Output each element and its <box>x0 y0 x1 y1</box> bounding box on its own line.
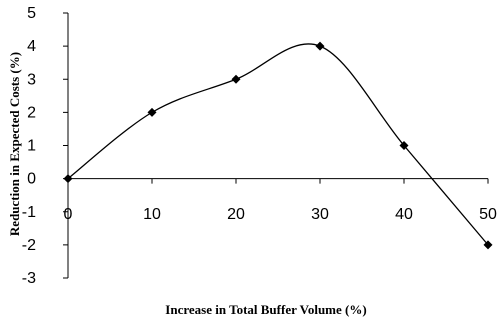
y-tick-label: -3 <box>22 270 36 287</box>
data-point <box>483 240 493 250</box>
y-tick-label: 4 <box>27 38 36 55</box>
x-tick-label: 50 <box>479 206 497 223</box>
data-point <box>63 174 73 184</box>
y-tick-label: -2 <box>22 237 36 254</box>
y-axis: 5 4 3 2 1 0 -1 -2 -3 <box>22 5 69 287</box>
x-tick-label: 40 <box>395 206 413 223</box>
data-point <box>315 41 325 51</box>
data-point <box>231 74 241 84</box>
x-tick-label: 20 <box>227 206 245 223</box>
x-tick-label: 0 <box>64 206 73 223</box>
y-tick-label: 1 <box>27 138 36 155</box>
y-tick-label: 5 <box>27 5 36 22</box>
y-tick-label: 3 <box>27 71 36 88</box>
data-point <box>147 107 157 117</box>
series-line <box>67 43 489 246</box>
x-tick-label: 30 <box>311 206 329 223</box>
x-tick-label: 10 <box>143 206 161 223</box>
x-axis-title: Increase in Total Buffer Volume (%) <box>165 302 366 317</box>
data-point <box>399 141 409 150</box>
y-tick-label: 0 <box>27 171 36 188</box>
x-axis: 0 10 20 30 40 50 <box>64 178 497 223</box>
y-axis-title: Reduction in Expected Costs (%) <box>7 52 22 236</box>
y-tick-label: -1 <box>22 204 36 221</box>
y-tick-label: 2 <box>27 104 36 121</box>
series-layer <box>63 41 493 250</box>
